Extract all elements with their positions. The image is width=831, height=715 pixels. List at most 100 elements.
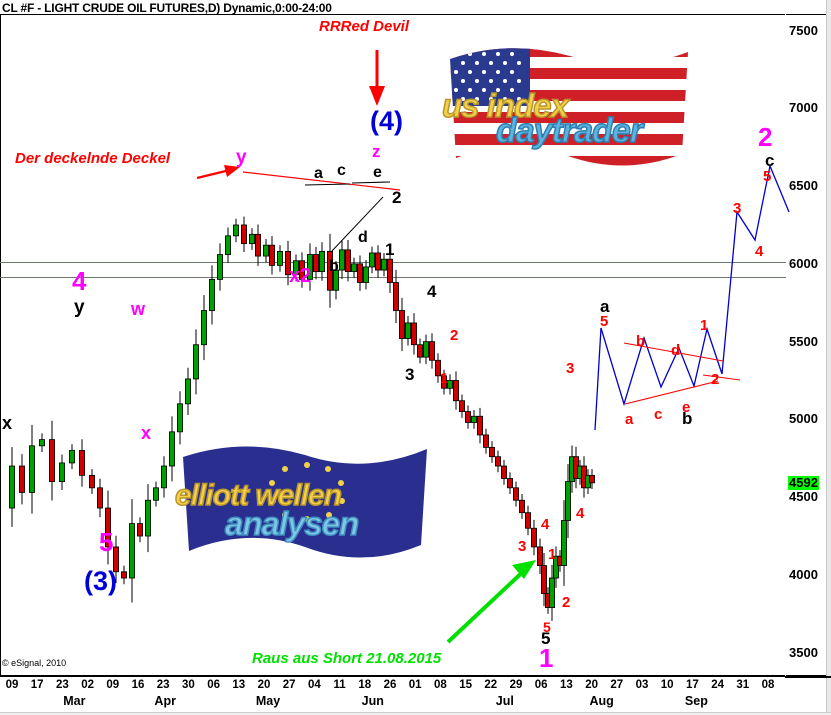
red-down-arrow xyxy=(369,50,385,106)
date-tick-28: 24 xyxy=(711,679,724,691)
price-tick-4500: 4500 xyxy=(789,489,818,505)
price-tick-3500: 3500 xyxy=(789,644,818,660)
wave-label-1-30: 1 xyxy=(539,643,554,673)
us-index-daytrader-logo: us index daytrader xyxy=(420,34,710,179)
date-tick-10: 20 xyxy=(257,679,271,691)
wave-label-d-34: d xyxy=(671,342,681,359)
date-tick-25: 03 xyxy=(635,679,649,691)
date-tick-13: 11 xyxy=(333,679,346,691)
date-tick-12: 04 xyxy=(307,679,321,691)
wave-label-4-23: 4 xyxy=(576,505,585,522)
wave-label-x-4: x xyxy=(141,423,152,443)
green-up-arrow xyxy=(446,560,536,644)
month-label-Sep: Sep xyxy=(684,694,708,708)
wave-label-a-10: a xyxy=(314,165,323,182)
eu-logo-line1: elliott wellen xyxy=(174,478,343,513)
date-tick-23: 20 xyxy=(585,679,598,691)
date-axis xyxy=(0,677,785,715)
price-axis xyxy=(786,14,831,676)
wave-label-c-44: c xyxy=(765,151,775,170)
wave-label-4-24: 4 xyxy=(541,516,550,533)
date-tick-27: 17 xyxy=(685,679,699,691)
wave-label-x2-17: x2 xyxy=(289,265,312,287)
date-tick-15: 26 xyxy=(383,679,397,691)
wave-label-1-21: 1 xyxy=(440,370,449,387)
date-tick-5: 16 xyxy=(131,679,145,691)
wave-label-y-7: y xyxy=(236,147,247,168)
wave-label-b-40: b xyxy=(682,409,693,428)
wave-label-a-37: a xyxy=(625,411,634,428)
wave-label-4-18: 4 xyxy=(427,282,437,301)
annotation-deckel: Der deckelnde Deckel xyxy=(15,150,171,167)
date-tick-19: 22 xyxy=(484,679,498,691)
wave-label-3-22: 3 xyxy=(566,360,575,377)
date-tick-11: 27 xyxy=(282,679,296,691)
date-tick-4: 09 xyxy=(106,679,120,691)
date-tick-24: 27 xyxy=(610,679,624,691)
deckel-arrow xyxy=(196,165,240,180)
price-tick-5000: 5000 xyxy=(789,411,818,427)
month-label-May: May xyxy=(255,694,281,708)
last-price-badge: 4592 xyxy=(788,474,819,490)
date-tick-2: 23 xyxy=(55,679,69,691)
month-label-Jun: Jun xyxy=(361,694,384,708)
projection-riser xyxy=(594,327,602,431)
wave-label-d-14: d xyxy=(358,229,368,246)
month-label-Jul: Jul xyxy=(495,694,514,708)
date-tick-20: 29 xyxy=(509,679,523,691)
proj-lower-trend xyxy=(624,380,719,405)
price-tick-6000: 6000 xyxy=(789,255,818,271)
us-logo-line1: us index xyxy=(441,86,569,125)
wave-label-5-32: 5 xyxy=(600,313,609,330)
wave-label-e-12: e xyxy=(373,164,382,181)
date-tick-14: 18 xyxy=(358,679,372,691)
wave-label-4-0: 4 xyxy=(72,266,87,296)
annotation-raus: Raus aus Short 21.08.2015 xyxy=(252,650,442,667)
date-tick-8: 06 xyxy=(207,679,220,691)
date-tick-29: 31 xyxy=(736,679,750,691)
wave-label-x-3: x xyxy=(2,413,13,433)
proj-base-trend xyxy=(702,374,741,381)
wave-label-2-45: 2 xyxy=(758,122,773,152)
date-tick-7: 30 xyxy=(181,679,195,691)
date-tick-30: 08 xyxy=(761,679,775,691)
wave-label-5-5: 5 xyxy=(99,527,114,557)
date-tick-6: 23 xyxy=(156,679,170,691)
us-logo-line2: daytrader xyxy=(495,111,643,151)
date-tick-17: 08 xyxy=(433,679,447,691)
trendline-deckel xyxy=(242,171,401,191)
wave-label-3-25: 3 xyxy=(518,538,527,555)
proj-upper-trend xyxy=(623,342,724,362)
elliott-wellen-analysen-logo: elliott wellen analysen xyxy=(165,435,450,575)
wave-label-2-36: 2 xyxy=(711,371,720,388)
date-tick-22: 13 xyxy=(559,679,573,691)
wave-label-3-20: 3 xyxy=(405,365,415,384)
page-title: CL #F - LIGHT CRUDE OIL FUTURES,D) Dynam… xyxy=(2,1,332,15)
wave-label-z-9: z xyxy=(372,142,381,161)
projection-path xyxy=(600,163,790,407)
wave-label-b-33: b xyxy=(636,333,646,350)
wave-label-c-38: c xyxy=(654,406,663,423)
wave-label-5-43: 5 xyxy=(763,168,772,185)
wave-label-1-35: 1 xyxy=(700,317,709,334)
annotation-red-devil: RRRed Devil xyxy=(319,18,410,35)
wave-label-2-19: 2 xyxy=(450,327,459,344)
wave-label-2-27: 2 xyxy=(562,594,571,611)
wave-label-2-13: 2 xyxy=(392,188,402,207)
wave-label-3-41: 3 xyxy=(733,200,742,217)
wave-label-y-1: y xyxy=(74,297,85,318)
wave-label-4-8: (4) xyxy=(370,106,403,136)
wave-label-1-16: 1 xyxy=(385,240,395,259)
scrollbar-right[interactable] xyxy=(826,0,831,715)
date-tick-18: 15 xyxy=(459,679,472,691)
date-tick-3: 02 xyxy=(81,679,94,691)
wave-label-e-39: e xyxy=(682,399,691,416)
date-tick-16: 01 xyxy=(408,679,422,691)
trendline-bd xyxy=(330,196,384,253)
month-label-Apr: Apr xyxy=(154,694,176,708)
month-label-Mar: Mar xyxy=(63,694,86,708)
price-tick-5500: 5500 xyxy=(789,333,818,349)
bottom-edge xyxy=(0,712,831,715)
